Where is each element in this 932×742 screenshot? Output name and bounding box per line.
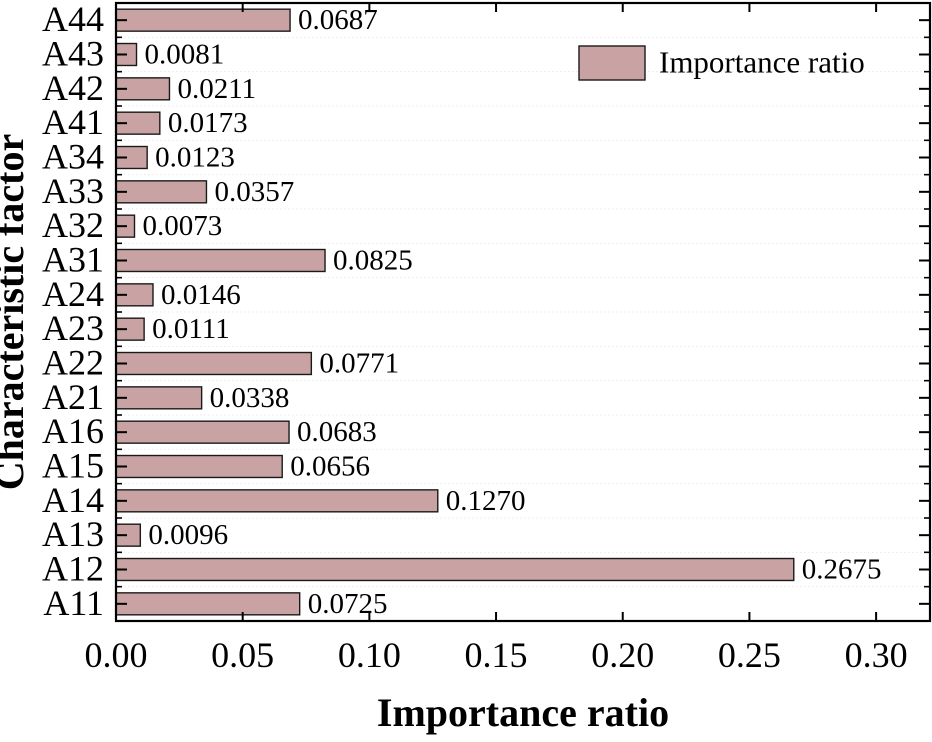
- svg-text:0.15: 0.15: [465, 635, 528, 675]
- svg-text:Importance ratio: Importance ratio: [659, 45, 865, 80]
- svg-text:0.0123: 0.0123: [155, 142, 235, 174]
- svg-text:0.0073: 0.0073: [143, 210, 223, 242]
- svg-text:0.0096: 0.0096: [148, 519, 228, 551]
- svg-text:0.0211: 0.0211: [177, 73, 256, 105]
- svg-text:Characteristic factor: Characteristic factor: [0, 134, 32, 490]
- svg-text:0.20: 0.20: [591, 635, 654, 675]
- svg-text:0.0146: 0.0146: [161, 279, 241, 311]
- svg-text:0.1270: 0.1270: [446, 485, 526, 517]
- svg-text:0.0173: 0.0173: [168, 107, 248, 139]
- svg-text:0.0656: 0.0656: [290, 451, 370, 483]
- svg-text:0.0081: 0.0081: [145, 39, 225, 71]
- svg-text:0.0771: 0.0771: [319, 348, 399, 380]
- svg-text:0.10: 0.10: [338, 635, 401, 675]
- svg-text:0.0111: 0.0111: [152, 313, 230, 345]
- svg-text:0.2675: 0.2675: [802, 554, 882, 586]
- svg-text:0.05: 0.05: [211, 635, 274, 675]
- svg-text:Importance ratio: Importance ratio: [377, 690, 669, 735]
- svg-text:0.0683: 0.0683: [297, 416, 377, 448]
- svg-text:A11: A11: [43, 583, 104, 623]
- svg-text:0.30: 0.30: [845, 635, 908, 675]
- svg-text:0.0725: 0.0725: [308, 588, 388, 620]
- svg-text:0.00: 0.00: [85, 635, 148, 675]
- svg-text:0.25: 0.25: [718, 635, 781, 675]
- svg-text:0.0687: 0.0687: [298, 4, 378, 36]
- svg-text:0.0338: 0.0338: [210, 382, 290, 414]
- svg-text:0.0357: 0.0357: [214, 176, 294, 208]
- svg-text:0.0825: 0.0825: [333, 245, 413, 277]
